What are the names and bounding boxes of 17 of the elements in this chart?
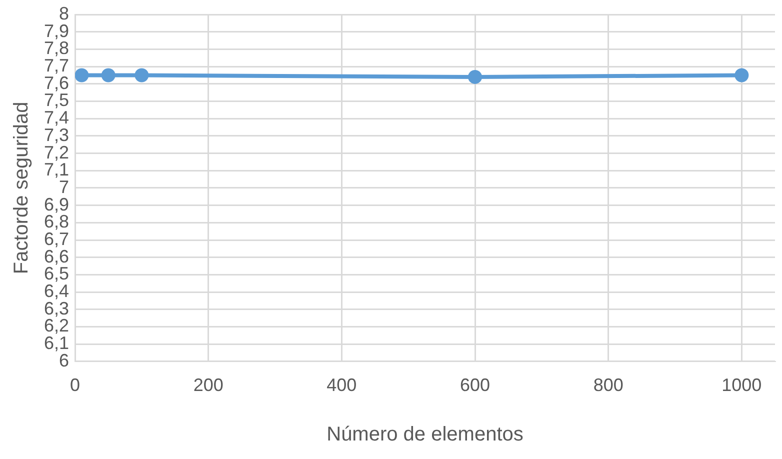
x-tick-label: 200 [193,375,224,396]
x-tick-label: 1000 [722,375,762,396]
x-tick-label: 400 [326,375,357,396]
x-tick-label: 0 [70,375,80,396]
y-tick-label: 6,2 [44,316,70,336]
y-tick-label: 6,4 [44,281,70,301]
y-tick-label: 7,5 [44,90,70,110]
y-tick-label: 6,6 [44,246,70,266]
y-axis-title: Factorde seguridad [10,102,33,274]
x-axis-title: Número de elementos [326,424,524,446]
y-tick-label: 6,5 [44,264,70,284]
y-tick-label: 6,3 [44,298,70,318]
y-tick-label: 7,2 [44,142,70,162]
y-tick-label: 6,9 [44,194,70,214]
x-tick-label: 600 [460,375,490,396]
y-tick-label: 7,8 [44,38,70,58]
x-tick-label: 800 [593,375,624,396]
